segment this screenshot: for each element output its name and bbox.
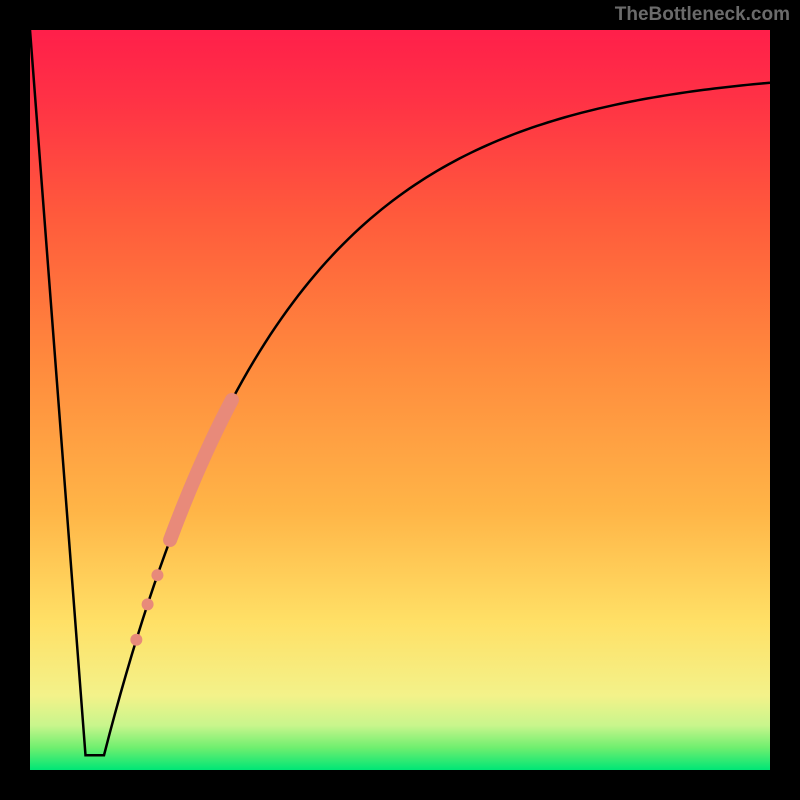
highlight-dot bbox=[142, 598, 154, 610]
highlight-dot bbox=[151, 569, 163, 581]
plot-background bbox=[30, 30, 770, 770]
highlight-dot bbox=[130, 634, 142, 646]
watermark-text: TheBottleneck.com bbox=[615, 4, 790, 26]
chart-container: TheBottleneck.com bbox=[0, 0, 800, 800]
bottleneck-chart bbox=[0, 0, 800, 800]
